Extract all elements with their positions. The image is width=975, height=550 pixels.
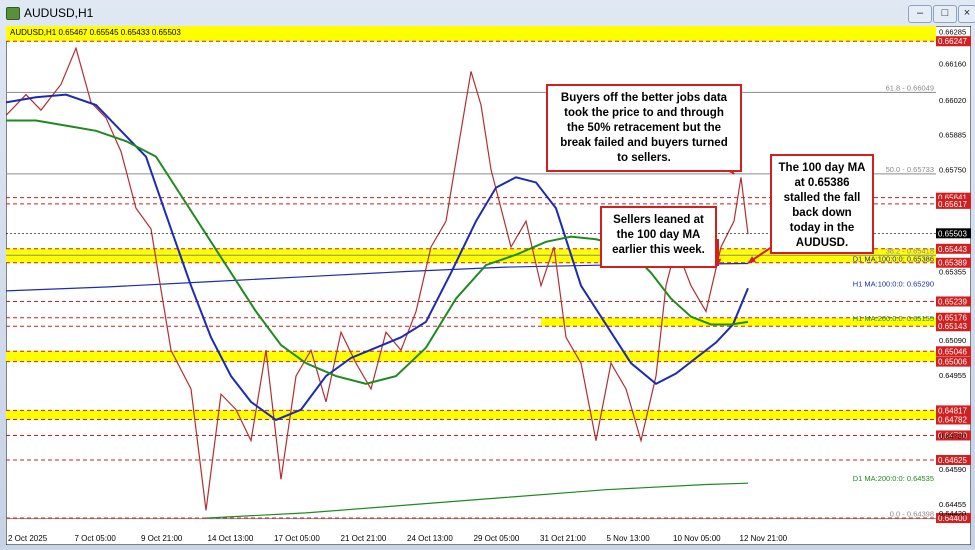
y-tick-label: 0.64720 <box>939 431 966 440</box>
current-price-tag <box>936 228 971 239</box>
x-tick-label: 21 Oct 21:00 <box>341 534 387 543</box>
price-tag-label: 0.64720 <box>938 431 967 440</box>
ma-line-1 <box>6 119 749 385</box>
price-tag-label: 0.65143 <box>938 322 967 331</box>
level-label: D1 MA:200:0:0: 0.64535 <box>853 474 934 483</box>
x-tick-label: 14 Oct 13:00 <box>208 534 254 543</box>
level-label: 50.0 - 0.65733 <box>886 165 934 174</box>
price-tag-label: 0.65006 <box>938 358 967 367</box>
price-tag-label: 0.64625 <box>938 456 967 465</box>
price-tag <box>936 513 971 524</box>
y-tick-label: 0.64455 <box>939 500 966 509</box>
x-tick-label: 31 Oct 21:00 <box>540 534 586 543</box>
price-chart[interactable]: 0.66247 61.8 - 0.66049 50.0 - 0.65733 0.656… <box>5 22 972 546</box>
ma-line-0 <box>5 93 749 422</box>
price-tag <box>936 454 971 465</box>
price-tag <box>936 430 971 441</box>
x-tick-label: 29 Oct 05:00 <box>474 534 520 543</box>
level-label: 61.8 - 0.66049 <box>886 83 934 92</box>
x-tick-label: 2 Oct 2025 <box>8 534 48 543</box>
price-tag <box>936 346 971 357</box>
y-tick-label: 0.64590 <box>939 465 966 474</box>
annotation-jobs-data: Buyers off the better jobs data took the… <box>546 84 742 172</box>
price-tag <box>936 405 971 416</box>
y-tick-label: 0.64955 <box>939 371 966 380</box>
y-tick-label: 0.65750 <box>939 166 966 175</box>
price-tag-label: 0.65239 <box>938 297 967 306</box>
price-tag-label: 0.65443 <box>938 245 967 254</box>
price-tag <box>936 356 971 367</box>
x-tick-label: 7 Oct 05:00 <box>75 534 117 543</box>
level-label: D1 MA:100:0:0: 0.65386 <box>853 255 934 264</box>
chart-window-icon <box>6 7 20 20</box>
price-tag <box>936 321 971 332</box>
price-tag-label: 0.64817 <box>938 406 967 415</box>
yellow-zone <box>6 351 936 362</box>
price-tag <box>936 36 971 47</box>
y-tick-label: 0.66285 <box>939 27 966 36</box>
price-tag <box>936 257 971 268</box>
price-tag-label: 0.65176 <box>938 314 967 323</box>
yellow-zone <box>6 410 936 420</box>
price-tag-label: 0.65617 <box>938 200 967 209</box>
y-tick-label: 0.65355 <box>939 268 966 277</box>
maximize-button[interactable]: □ <box>933 5 957 23</box>
x-tick-label: 24 Oct 13:00 <box>407 534 453 543</box>
y-tick-label: 0.66020 <box>939 96 966 105</box>
yellow-zone <box>541 317 936 327</box>
annotation-100-day-ma: The 100 day MA at 0.65386 stalled the fa… <box>770 154 874 254</box>
price-tag-label: 0.65641 <box>938 194 967 203</box>
minimize-button[interactable]: – <box>908 5 932 23</box>
x-tick-label: 10 Nov 05:00 <box>673 534 721 543</box>
close-button[interactable]: × <box>958 5 975 23</box>
price-tag-label: 0.66247 <box>938 37 967 46</box>
y-tick-label: 0.64420 <box>939 509 966 518</box>
y-tick-label: 0.65885 <box>939 131 966 140</box>
level-label: H1 MA:100:0:0: 0.65290 <box>853 279 934 288</box>
level-label: H1 MA:200:0:0: 0.65155 <box>853 314 934 323</box>
y-tick-label: 0.65090 <box>939 336 966 345</box>
price-tag-label: 0.64400 <box>938 514 967 523</box>
d1-ma100-line <box>5 262 749 292</box>
yellow-zone <box>6 22 936 42</box>
level-label: 38.2 - 0.65418 <box>886 246 934 255</box>
price-tag <box>936 243 971 254</box>
level-label: 0.0 - 0.64398 <box>890 510 934 519</box>
price-tag-label: 0.65389 <box>938 259 967 268</box>
x-tick-label: 12 Nov 21:00 <box>740 534 788 543</box>
price-tag <box>936 414 971 425</box>
price-tag <box>936 198 971 209</box>
chart-background <box>5 25 972 546</box>
price-tag <box>936 192 971 203</box>
price-tag <box>936 296 971 307</box>
x-tick-label: 5 Nov 13:00 <box>607 534 651 543</box>
current-price-label: 0.65503 <box>938 229 967 238</box>
annotation-arrow-head <box>748 256 756 263</box>
price-line <box>5 46 749 511</box>
x-tick-label: 9 Oct 21:00 <box>141 534 183 543</box>
x-tick-label: 17 Oct 05:00 <box>274 534 320 543</box>
annotation-sellers-leaned: Sellers leaned at the 100 day MA earlier… <box>600 206 717 268</box>
price-tag-label: 0.65046 <box>938 347 967 356</box>
symbol-header: AUDUSD,H1 0.65467 0.65545 0.65433 0.6550… <box>10 28 181 37</box>
title-bar[interactable]: AUDUSD,H1 – □ × <box>0 0 975 26</box>
price-tag <box>936 312 971 323</box>
d1-ma200-line <box>205 482 749 519</box>
y-tick-label: 0.66160 <box>939 60 966 69</box>
price-tag-label: 0.64782 <box>938 415 967 424</box>
window-title: AUDUSD,H1 <box>24 6 94 20</box>
chart-canvas[interactable]: 0.66247 61.8 - 0.66049 50.0 - 0.65733 0.656… <box>5 22 972 546</box>
